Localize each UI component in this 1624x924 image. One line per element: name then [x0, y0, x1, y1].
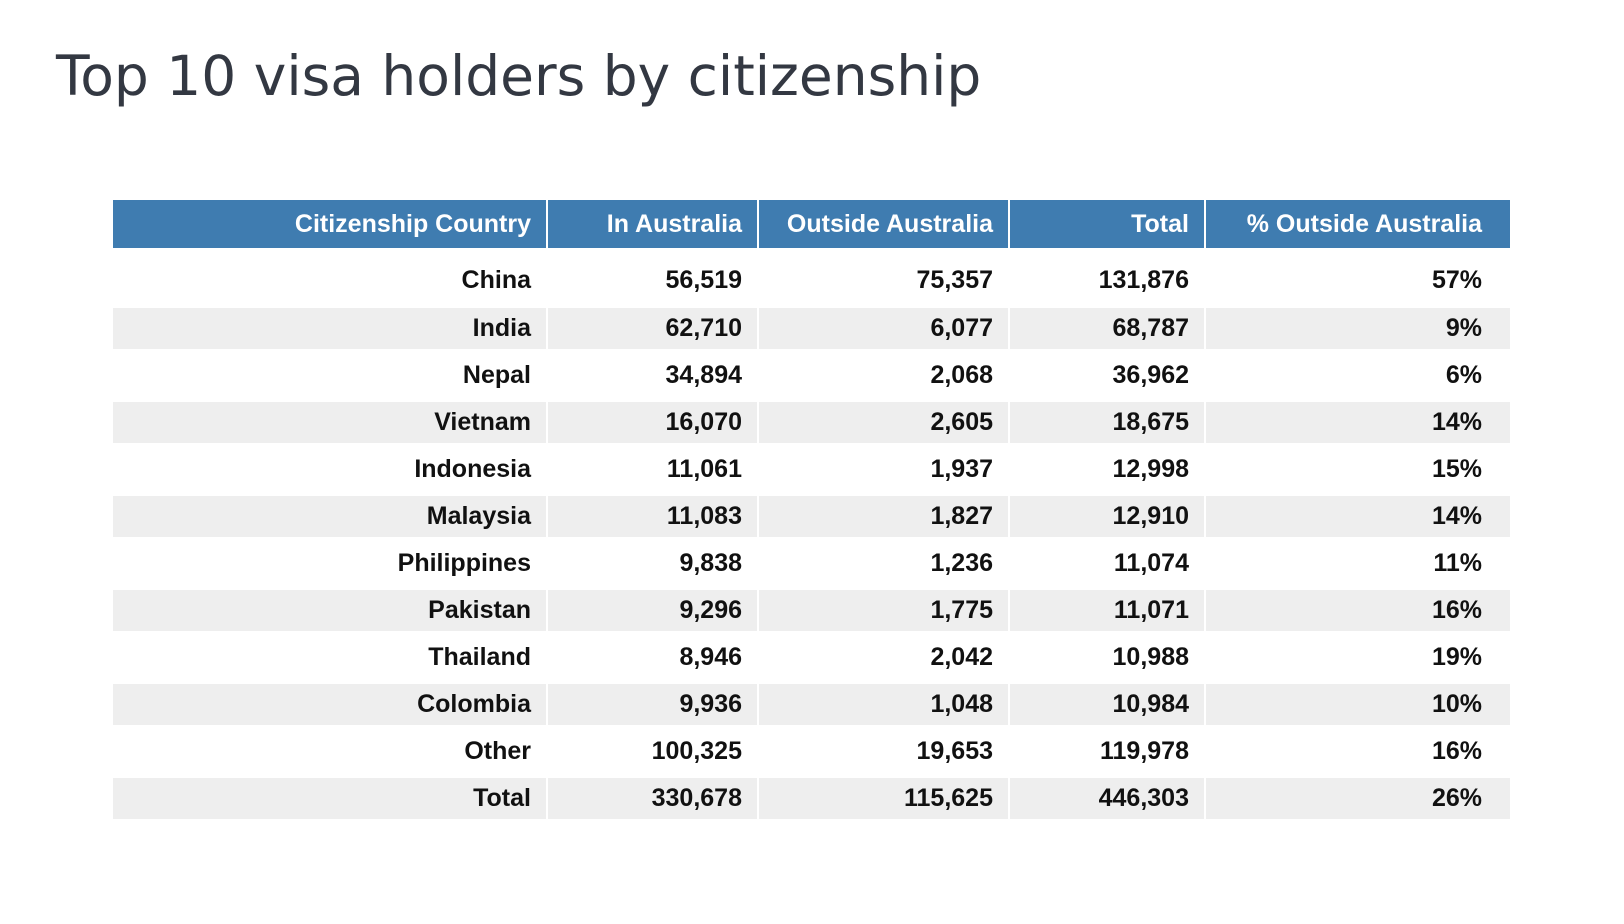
- cell-percent-outside: 16%: [1205, 728, 1510, 778]
- cell-percent-outside: 10%: [1205, 681, 1510, 731]
- cell-percent-outside: 57%: [1205, 258, 1510, 308]
- cell-percent-outside: 16%: [1205, 587, 1510, 637]
- table-row: Malaysia 11,083 1,827 12,910 14%: [113, 493, 1510, 543]
- cell-outside-australia: 19,653: [758, 728, 1010, 778]
- table-row: India 62,710 6,077 68,787 9%: [113, 305, 1510, 355]
- cell-outside-australia: 2,068: [758, 352, 1010, 402]
- cell-percent-outside: 11%: [1205, 540, 1510, 590]
- table-header-row: Citizenship Country In Australia Outside A…: [113, 200, 1510, 248]
- header-spacer: [113, 248, 1510, 258]
- header-column-percent-outside: % Outside Australia: [1205, 200, 1510, 248]
- cell-in-australia: 330,678: [547, 775, 759, 825]
- cell-total: 68,787: [1009, 305, 1206, 355]
- cell-outside-australia: 1,775: [758, 587, 1010, 637]
- table-total-row: Total 330,678 115,625 446,303 26%: [113, 775, 1510, 825]
- header-column-in-australia: In Australia: [547, 200, 759, 248]
- table-row: Colombia 9,936 1,048 10,984 10%: [113, 681, 1510, 731]
- cell-in-australia: 34,894: [547, 352, 759, 402]
- table-row: Other 100,325 19,653 119,978 16%: [113, 728, 1510, 778]
- table-row: Vietnam 16,070 2,605 18,675 14%: [113, 399, 1510, 449]
- cell-percent-outside: 9%: [1205, 305, 1510, 355]
- cell-outside-australia: 6,077: [758, 305, 1010, 355]
- cell-citizenship-country: Nepal: [113, 352, 548, 402]
- header-column-outside-australia: Outside Australia: [758, 200, 1010, 248]
- cell-citizenship-country: Vietnam: [113, 399, 548, 449]
- header-column-citizenship-country: Citizenship Country: [113, 200, 548, 248]
- cell-total: 11,071: [1009, 587, 1206, 637]
- cell-citizenship-country: Pakistan: [113, 587, 548, 637]
- cell-total: 119,978: [1009, 728, 1206, 778]
- cell-total: 131,876: [1009, 258, 1206, 308]
- cell-total: 18,675: [1009, 399, 1206, 449]
- cell-total: 11,074: [1009, 540, 1206, 590]
- cell-percent-outside: 6%: [1205, 352, 1510, 402]
- cell-in-australia: 56,519: [547, 258, 759, 308]
- cell-in-australia: 11,061: [547, 446, 759, 496]
- table-row: Thailand 8,946 2,042 10,988 19%: [113, 634, 1510, 684]
- page-title: Top 10 visa holders by citizenship: [56, 44, 982, 108]
- cell-citizenship-country: Indonesia: [113, 446, 548, 496]
- cell-citizenship-country: India: [113, 305, 548, 355]
- cell-outside-australia: 1,236: [758, 540, 1010, 590]
- cell-citizenship-country: China: [113, 258, 548, 308]
- table-row: Nepal 34,894 2,068 36,962 6%: [113, 352, 1510, 402]
- cell-citizenship-country: Other: [113, 728, 548, 778]
- cell-outside-australia: 1,827: [758, 493, 1010, 543]
- table-row: China 56,519 75,357 131,876 57%: [113, 258, 1510, 308]
- cell-citizenship-country: Malaysia: [113, 493, 548, 543]
- cell-in-australia: 9,296: [547, 587, 759, 637]
- cell-total: 10,984: [1009, 681, 1206, 731]
- cell-outside-australia: 2,605: [758, 399, 1010, 449]
- cell-total: 12,910: [1009, 493, 1206, 543]
- table-row: Pakistan 9,296 1,775 11,071 16%: [113, 587, 1510, 637]
- cell-citizenship-country: Colombia: [113, 681, 548, 731]
- cell-in-australia: 8,946: [547, 634, 759, 684]
- cell-in-australia: 9,936: [547, 681, 759, 731]
- cell-citizenship-country: Philippines: [113, 540, 548, 590]
- cell-in-australia: 9,838: [547, 540, 759, 590]
- header-column-total: Total: [1009, 200, 1206, 248]
- cell-in-australia: 62,710: [547, 305, 759, 355]
- table-row: Indonesia 11,061 1,937 12,998 15%: [113, 446, 1510, 496]
- cell-citizenship-country: Total: [113, 775, 548, 825]
- cell-outside-australia: 115,625: [758, 775, 1010, 825]
- cell-total: 36,962: [1009, 352, 1206, 402]
- cell-percent-outside: 26%: [1205, 775, 1510, 825]
- cell-total: 12,998: [1009, 446, 1206, 496]
- cell-percent-outside: 15%: [1205, 446, 1510, 496]
- table-row: Philippines 9,838 1,236 11,074 11%: [113, 540, 1510, 590]
- cell-percent-outside: 14%: [1205, 399, 1510, 449]
- cell-total: 446,303: [1009, 775, 1206, 825]
- cell-in-australia: 16,070: [547, 399, 759, 449]
- cell-in-australia: 100,325: [547, 728, 759, 778]
- cell-outside-australia: 75,357: [758, 258, 1010, 308]
- cell-percent-outside: 14%: [1205, 493, 1510, 543]
- cell-percent-outside: 19%: [1205, 634, 1510, 684]
- cell-outside-australia: 1,048: [758, 681, 1010, 731]
- table-body: China 56,519 75,357 131,876 57% India 62,710 6,…: [113, 248, 1510, 825]
- cell-total: 10,988: [1009, 634, 1206, 684]
- cell-in-australia: 11,083: [547, 493, 759, 543]
- cell-outside-australia: 1,937: [758, 446, 1010, 496]
- visa-holders-table: Citizenship Country In Australia Outside A…: [113, 200, 1510, 825]
- cell-citizenship-country: Thailand: [113, 634, 548, 684]
- cell-outside-australia: 2,042: [758, 634, 1010, 684]
